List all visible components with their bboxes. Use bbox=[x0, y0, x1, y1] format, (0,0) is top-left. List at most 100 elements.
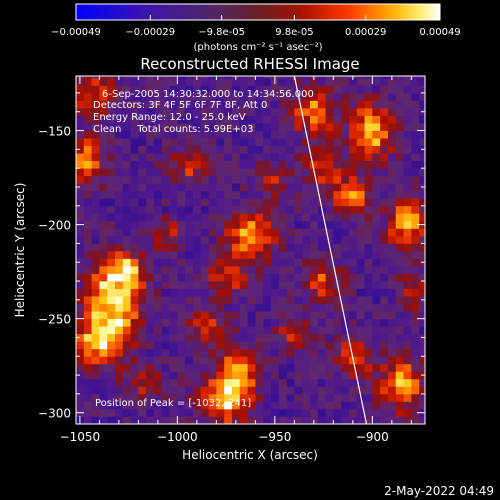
heatmap-cell bbox=[216, 318, 225, 327]
heatmap-cell bbox=[309, 401, 319, 410]
heatmap-cell bbox=[263, 243, 272, 252]
heatmap-cell bbox=[286, 183, 295, 192]
heatmap-cell bbox=[309, 198, 319, 207]
heatmap-cell bbox=[192, 401, 202, 410]
heatmap-cell bbox=[138, 205, 147, 214]
heatmap-cell bbox=[348, 303, 358, 312]
heatmap-cell bbox=[286, 416, 295, 424]
heatmap-cell bbox=[247, 138, 256, 146]
heatmap-cell bbox=[200, 183, 209, 192]
heatmap-cell bbox=[76, 393, 85, 402]
heatmap-cell bbox=[107, 85, 116, 94]
heatmap-cell bbox=[138, 115, 147, 124]
heatmap-cell bbox=[146, 235, 155, 244]
heatmap-cell bbox=[270, 318, 280, 327]
heatmap-cell bbox=[419, 100, 425, 109]
heatmap-cell bbox=[153, 326, 163, 335]
heatmap-cell bbox=[192, 85, 202, 94]
heatmap-cell bbox=[130, 145, 139, 154]
heatmap-cell bbox=[99, 85, 108, 94]
heatmap-cell bbox=[169, 288, 178, 297]
heatmap-cell bbox=[91, 303, 100, 312]
heatmap-cell bbox=[286, 318, 295, 327]
heatmap-cell bbox=[294, 138, 303, 146]
heatmap-cell bbox=[380, 138, 389, 146]
heatmap-cell bbox=[177, 265, 186, 274]
heatmap-cell bbox=[395, 190, 404, 199]
heatmap-cell bbox=[317, 371, 326, 380]
heatmap-cell bbox=[395, 213, 404, 222]
heatmap-cell bbox=[130, 401, 139, 410]
heatmap-cell bbox=[403, 213, 412, 222]
heatmap-cell bbox=[247, 92, 256, 101]
heatmap-cell bbox=[255, 77, 264, 86]
heatmap-cell bbox=[419, 378, 425, 387]
heatmap-cell bbox=[153, 265, 163, 274]
heatmap-cell bbox=[309, 258, 319, 267]
heatmap-cell bbox=[107, 228, 116, 237]
heatmap-cell bbox=[224, 296, 233, 305]
heatmap-cell bbox=[403, 175, 412, 184]
heatmap-cell bbox=[208, 401, 217, 410]
heatmap-cell bbox=[348, 138, 358, 146]
heatmap-cell bbox=[122, 356, 131, 365]
heatmap-cell bbox=[325, 115, 334, 124]
heatmap-cell bbox=[403, 311, 412, 320]
heatmap-cell bbox=[83, 160, 92, 169]
heatmap-cell bbox=[208, 393, 217, 402]
heatmap-cell bbox=[153, 220, 163, 229]
heatmap-cell bbox=[341, 363, 350, 372]
heatmap-cell bbox=[138, 273, 147, 282]
heatmap-cell bbox=[263, 393, 272, 402]
heatmap-cell bbox=[107, 401, 116, 410]
heatmap-cell bbox=[403, 416, 412, 424]
heatmap-cell bbox=[403, 115, 412, 124]
heatmap-cell bbox=[122, 76, 131, 79]
heatmap-cell bbox=[231, 371, 241, 380]
heatmap-cell bbox=[185, 160, 194, 169]
heatmap-cell bbox=[224, 416, 233, 424]
heatmap-cell bbox=[76, 235, 85, 244]
heatmap-cell bbox=[107, 235, 116, 244]
heatmap-cell bbox=[192, 333, 202, 342]
heatmap-cell bbox=[231, 281, 241, 289]
heatmap-cell bbox=[208, 371, 217, 380]
heatmap-cell bbox=[200, 220, 209, 229]
heatmap-cell bbox=[419, 228, 425, 237]
heatmap-cell bbox=[317, 333, 326, 342]
heatmap-cell bbox=[263, 356, 272, 365]
heatmap-cell bbox=[185, 100, 194, 109]
heatmap-cell bbox=[263, 198, 272, 207]
heatmap-cell bbox=[177, 100, 186, 109]
heatmap-cell bbox=[317, 145, 326, 154]
heatmap-cell bbox=[317, 198, 326, 207]
solar-limb-line bbox=[293, 76, 368, 424]
heatmap-cell bbox=[216, 228, 225, 237]
heatmap-cell bbox=[364, 303, 373, 312]
heatmap-cell bbox=[317, 138, 326, 146]
heatmap-cell bbox=[247, 153, 256, 162]
heatmap-cell bbox=[309, 85, 319, 94]
heatmap-cell bbox=[255, 213, 264, 222]
heatmap-cell bbox=[161, 288, 170, 297]
heatmap-cell bbox=[294, 326, 303, 335]
heatmap-cell bbox=[216, 311, 225, 320]
heatmap-cell bbox=[380, 333, 389, 342]
heatmap-cell bbox=[185, 220, 194, 229]
heatmap-cell bbox=[146, 273, 155, 282]
heatmap-cell bbox=[114, 363, 124, 372]
heatmap-cell bbox=[122, 258, 131, 267]
heatmap-cell bbox=[239, 393, 248, 402]
heatmap-cell bbox=[169, 408, 178, 417]
heatmap-cell bbox=[325, 175, 334, 184]
heatmap-cell bbox=[216, 243, 225, 252]
heatmap-cell bbox=[138, 77, 147, 86]
heatmap-cell bbox=[91, 160, 100, 169]
heatmap-cell bbox=[169, 213, 178, 222]
heatmap-cell bbox=[325, 220, 334, 229]
heatmap-cell bbox=[169, 243, 178, 252]
heatmap-cell bbox=[309, 220, 319, 229]
heatmap-cell bbox=[364, 378, 373, 387]
heatmap-cell bbox=[153, 281, 163, 289]
heatmap-cell bbox=[91, 326, 100, 335]
